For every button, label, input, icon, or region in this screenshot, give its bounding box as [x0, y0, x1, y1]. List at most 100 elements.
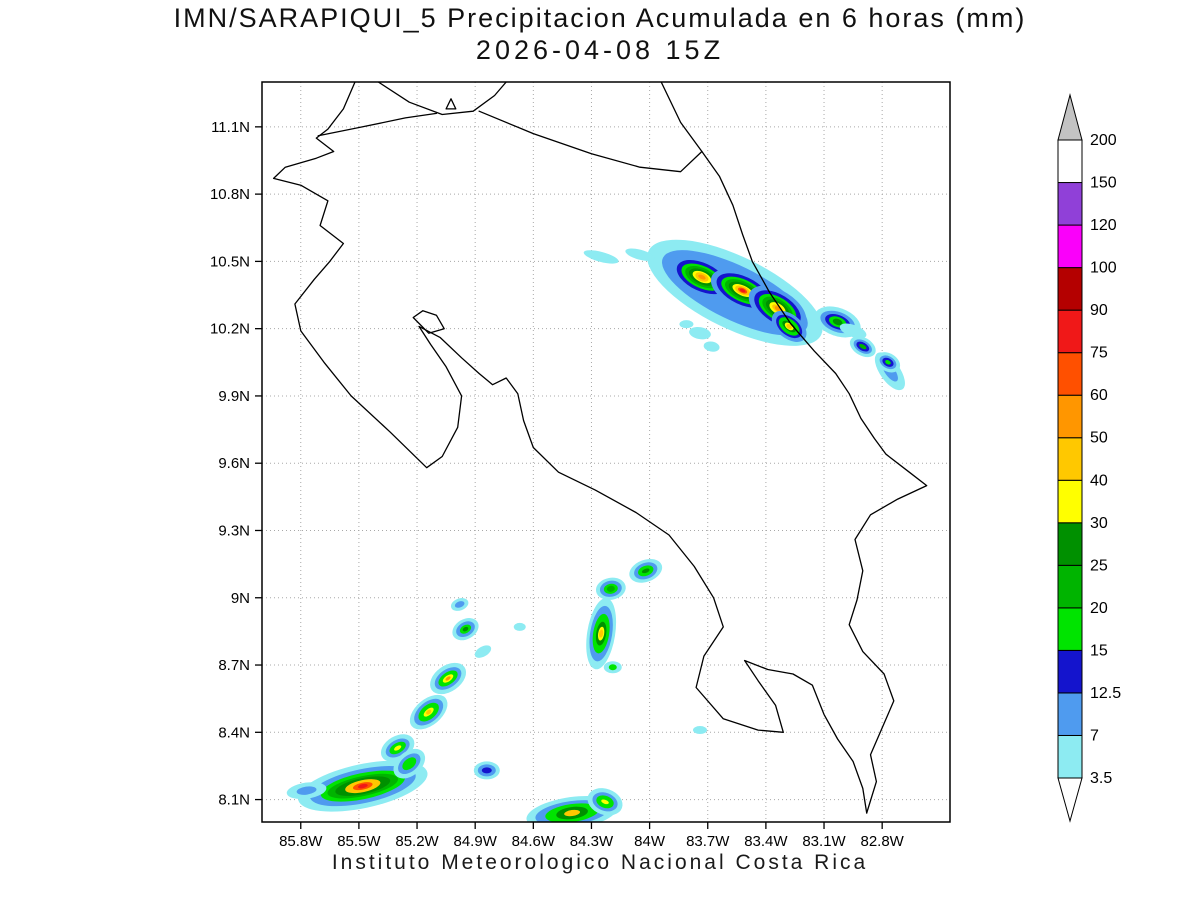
- precip-cell-ring: [474, 645, 492, 658]
- precip-cell: [409, 694, 448, 730]
- precip-cell-ring: [692, 726, 707, 735]
- precip-cell-ring: [462, 626, 469, 632]
- precip-cell-ring: [564, 809, 581, 817]
- colorbar-label: 3.5: [1090, 770, 1112, 787]
- lat-tick-label: 11.1N: [211, 119, 250, 136]
- lat-tick-label: 9.3N: [218, 522, 250, 539]
- colorbar-segment: [1057, 522, 1083, 566]
- precip-cell-ring: [296, 786, 317, 795]
- lon-tick-label: 84.9W: [454, 833, 498, 850]
- colorbar-segment: [1057, 734, 1083, 779]
- gulf-estuary-island: [412, 310, 445, 334]
- chart-title: IMN/SARAPIQUI_5 Precipitacion Acumulada …: [173, 3, 1027, 33]
- precip-cell: [595, 577, 626, 600]
- precip-cell-ring: [679, 320, 694, 329]
- precip-cell-ring: [689, 326, 711, 340]
- lon-tick-label: 83.7W: [686, 833, 730, 850]
- precip-cell: [393, 748, 426, 779]
- lat-tick-label: 10.8N: [210, 186, 250, 203]
- lat-tick-label: 9.6N: [218, 455, 250, 472]
- chart-subtitle: 2026-04-08 15Z: [475, 35, 725, 65]
- precip-cell: [450, 598, 469, 611]
- lat-tick-label: 10.2N: [210, 321, 250, 338]
- colorbar-over-arrow: [1057, 93, 1083, 141]
- precip-cell-ring: [625, 248, 655, 261]
- precip-cell: [513, 622, 526, 631]
- colorbar-label: 30: [1090, 515, 1108, 532]
- lat-tick-label: 9.9N: [218, 388, 250, 405]
- colorbar-label: 90: [1090, 302, 1108, 319]
- colorbar-label: 120: [1090, 217, 1117, 234]
- lake-island: [445, 98, 457, 110]
- precip-cell-ring: [513, 622, 526, 631]
- precip-cell-ring: [454, 601, 465, 608]
- precip-cell: [771, 310, 807, 342]
- lake-nicaragua-shore: [377, 82, 507, 116]
- colorbar-label: 12.5: [1090, 685, 1121, 702]
- colorbar-segment: [1057, 649, 1083, 694]
- lon-tick-label: 84.3W: [570, 833, 614, 850]
- lon-tick-label: 83.4W: [744, 833, 788, 850]
- precip-cell: [703, 341, 720, 352]
- precip-cell: [430, 662, 467, 695]
- nicaragua-border-west: [317, 112, 438, 137]
- precip-cell-ring: [839, 323, 867, 339]
- precip-cell: [473, 761, 500, 780]
- lon-tick-label: 85.2W: [395, 833, 439, 850]
- colorbar-segment: [1057, 437, 1083, 481]
- colorbar-segment: [1057, 564, 1083, 609]
- precip-cell-ring: [357, 783, 368, 789]
- precip-cell-ring: [402, 757, 417, 771]
- colorbar-label: 60: [1090, 387, 1108, 404]
- precip-cell: [679, 320, 694, 329]
- colorbar-label: 75: [1090, 345, 1108, 362]
- lon-tick-label: 84.6W: [512, 833, 556, 850]
- precip-cell-ring: [832, 318, 843, 326]
- pacific-coast: [272, 82, 868, 814]
- colorbar-segment: [1057, 607, 1083, 651]
- precip-cell: [839, 323, 867, 339]
- colorbar: 3.5 7 12.5 15 20 25 30 40 50 60 75 90 100 120 150 200: [1057, 93, 1121, 823]
- precip-cell: [875, 352, 901, 373]
- lat-tick-label: 8.7N: [218, 657, 250, 674]
- precip-cell-ring: [445, 676, 451, 681]
- san-juan-river: [478, 110, 703, 173]
- colorbar-label: 15: [1090, 642, 1108, 659]
- precip-cell: [587, 788, 623, 816]
- colorbar-segment: [1057, 394, 1083, 439]
- precip-cell: [849, 336, 876, 358]
- precip-cell: [689, 326, 711, 340]
- precip-cell: [586, 598, 617, 670]
- colorbar-segment: [1057, 267, 1083, 311]
- lon-tick-label: 85.8W: [279, 833, 323, 850]
- precip-cell-ring: [786, 323, 792, 329]
- precip-cell: [452, 618, 479, 641]
- precip-cell-ring: [599, 629, 604, 638]
- map-frame: [261, 81, 951, 823]
- precip-cell: [286, 782, 327, 800]
- colorbar-label: 150: [1090, 175, 1117, 192]
- colorbar-label: 200: [1090, 132, 1117, 149]
- precip-cell-ring: [641, 568, 650, 574]
- precip-cell: [380, 734, 415, 762]
- footer-caption: Instituto Meteorologico Nacional Costa R…: [331, 851, 869, 874]
- colorbar-segment: [1057, 139, 1083, 184]
- map-plot: 11.1N 10.8N 10.5N 10.2N 9.9N 9.6N 9.3N 9N 8.7N 8.…: [210, 81, 1121, 850]
- colorbar-segment: [1057, 224, 1083, 269]
- precip-cell-ring: [481, 767, 492, 774]
- precip-cell: [583, 250, 619, 264]
- precip-cell-ring: [583, 250, 619, 264]
- lat-tick-label: 8.4N: [218, 724, 250, 741]
- lat-tick-label: 10.5N: [210, 253, 250, 270]
- precip-cell-ring: [394, 745, 402, 751]
- colorbar-segment: [1057, 479, 1083, 524]
- lon-tick-label: 82.8W: [860, 833, 904, 850]
- colorbar-segment: [1057, 182, 1083, 226]
- lat-tick-label: 8.1N: [218, 792, 250, 809]
- coastlines: [272, 82, 928, 814]
- precip-shading: [286, 239, 905, 822]
- precip-cell: [625, 248, 655, 261]
- colorbar-label: 40: [1090, 472, 1108, 489]
- precip-cell-ring: [426, 709, 432, 715]
- grid-lines: [262, 82, 950, 822]
